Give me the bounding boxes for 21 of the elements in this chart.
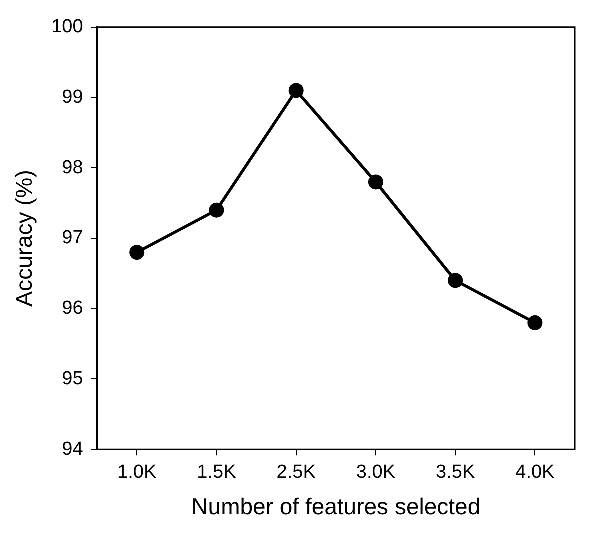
x-axis-title: Number of features selected	[192, 494, 481, 520]
point	[368, 174, 384, 190]
x-tick-label: 2.5K	[276, 462, 316, 484]
x-tick-label: 1.5K	[197, 462, 237, 484]
point	[288, 83, 304, 98]
y-tick-label: 96	[62, 298, 84, 320]
point	[528, 315, 543, 330]
y-tick-label: 97	[62, 228, 84, 249]
x-tick-label: 4.0K	[516, 462, 556, 484]
y-tick-label: 100	[52, 16, 84, 38]
point	[130, 245, 145, 260]
x-tick-label: 1.0K	[118, 462, 157, 484]
point	[209, 202, 224, 218]
point	[448, 273, 464, 288]
x-tick-label: 3.5K	[436, 462, 476, 484]
y-axis-title: Accuracy (%)	[11, 170, 38, 307]
y-tick-label: 99	[62, 87, 84, 108]
y-tick-label: 95	[62, 368, 84, 390]
y-tick-label: 98	[62, 157, 84, 178]
x-tick-label: 3.0K	[356, 462, 396, 484]
y-tick-label: 94	[62, 438, 84, 460]
